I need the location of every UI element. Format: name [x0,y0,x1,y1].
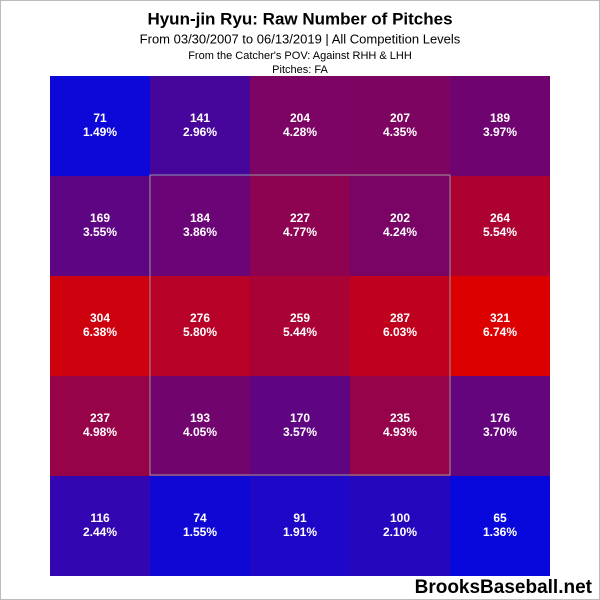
percent-label: 1.55% [183,525,217,539]
cell [350,476,450,576]
count-label: 287 [390,311,410,325]
percent-label: 6.03% [383,325,417,339]
percent-label: 5.80% [183,325,217,339]
percent-label: 4.35% [383,125,417,139]
watermark: BrooksBaseball.net [415,577,593,598]
count-label: 170 [290,411,310,425]
cell [50,476,150,576]
cell [450,376,550,476]
cell [450,276,550,376]
percent-label: 3.97% [483,125,517,139]
cell [250,476,350,576]
percent-label: 4.77% [283,225,317,239]
count-label: 141 [190,111,210,125]
count-label: 276 [190,311,210,325]
cell [150,476,250,576]
pitch-note: Pitches: FA [272,64,328,76]
count-label: 74 [193,511,207,525]
cell [450,76,550,176]
percent-label: 5.54% [483,225,517,239]
pov-note: From the Catcher's POV: Against RHH & LH… [188,50,412,62]
cell [350,276,450,376]
count-label: 100 [390,511,410,525]
count-label: 321 [490,311,510,325]
percent-label: 4.98% [83,425,117,439]
percent-label: 3.70% [483,425,517,439]
percent-label: 1.91% [283,525,317,539]
count-label: 193 [190,411,210,425]
cell [450,476,550,576]
cell [150,276,250,376]
count-label: 259 [290,311,310,325]
percent-label: 1.36% [483,525,517,539]
count-label: 264 [490,211,510,225]
cell [150,76,250,176]
count-label: 237 [90,411,110,425]
percent-label: 5.44% [283,325,317,339]
percent-label: 3.55% [83,225,117,239]
count-label: 227 [290,211,310,225]
cell [350,76,450,176]
count-label: 204 [290,111,310,125]
count-label: 65 [493,511,507,525]
cell [50,376,150,476]
percent-label: 4.28% [283,125,317,139]
chart-title: Hyun-jin Ryu: Raw Number of Pitches [147,9,452,28]
cell [50,276,150,376]
percent-label: 6.74% [483,325,517,339]
cell [250,376,350,476]
count-label: 189 [490,111,510,125]
percent-label: 2.44% [83,525,117,539]
count-label: 71 [93,111,107,125]
percent-label: 3.86% [183,225,217,239]
cell [350,376,450,476]
percent-label: 6.38% [83,325,117,339]
cell [150,176,250,276]
count-label: 184 [190,211,210,225]
count-label: 202 [390,211,410,225]
cell [250,76,350,176]
percent-label: 4.05% [183,425,217,439]
percent-label: 4.24% [383,225,417,239]
percent-label: 1.49% [83,125,117,139]
count-label: 169 [90,211,110,225]
cell [250,176,350,276]
cell [350,176,450,276]
count-label: 304 [90,311,110,325]
subtitle: From 03/30/2007 to 06/13/2019 | All Comp… [140,31,461,46]
count-label: 235 [390,411,410,425]
cell [250,276,350,376]
percent-label: 4.93% [383,425,417,439]
percent-label: 2.96% [183,125,217,139]
cell [50,176,150,276]
cell [450,176,550,276]
strike-zone [149,174,451,476]
cell [50,76,150,176]
cell [150,376,250,476]
count-label: 116 [90,511,110,525]
percent-label: 3.57% [283,425,317,439]
count-label: 176 [490,411,510,425]
count-label: 91 [293,511,307,525]
count-label: 207 [390,111,410,125]
percent-label: 2.10% [383,525,417,539]
